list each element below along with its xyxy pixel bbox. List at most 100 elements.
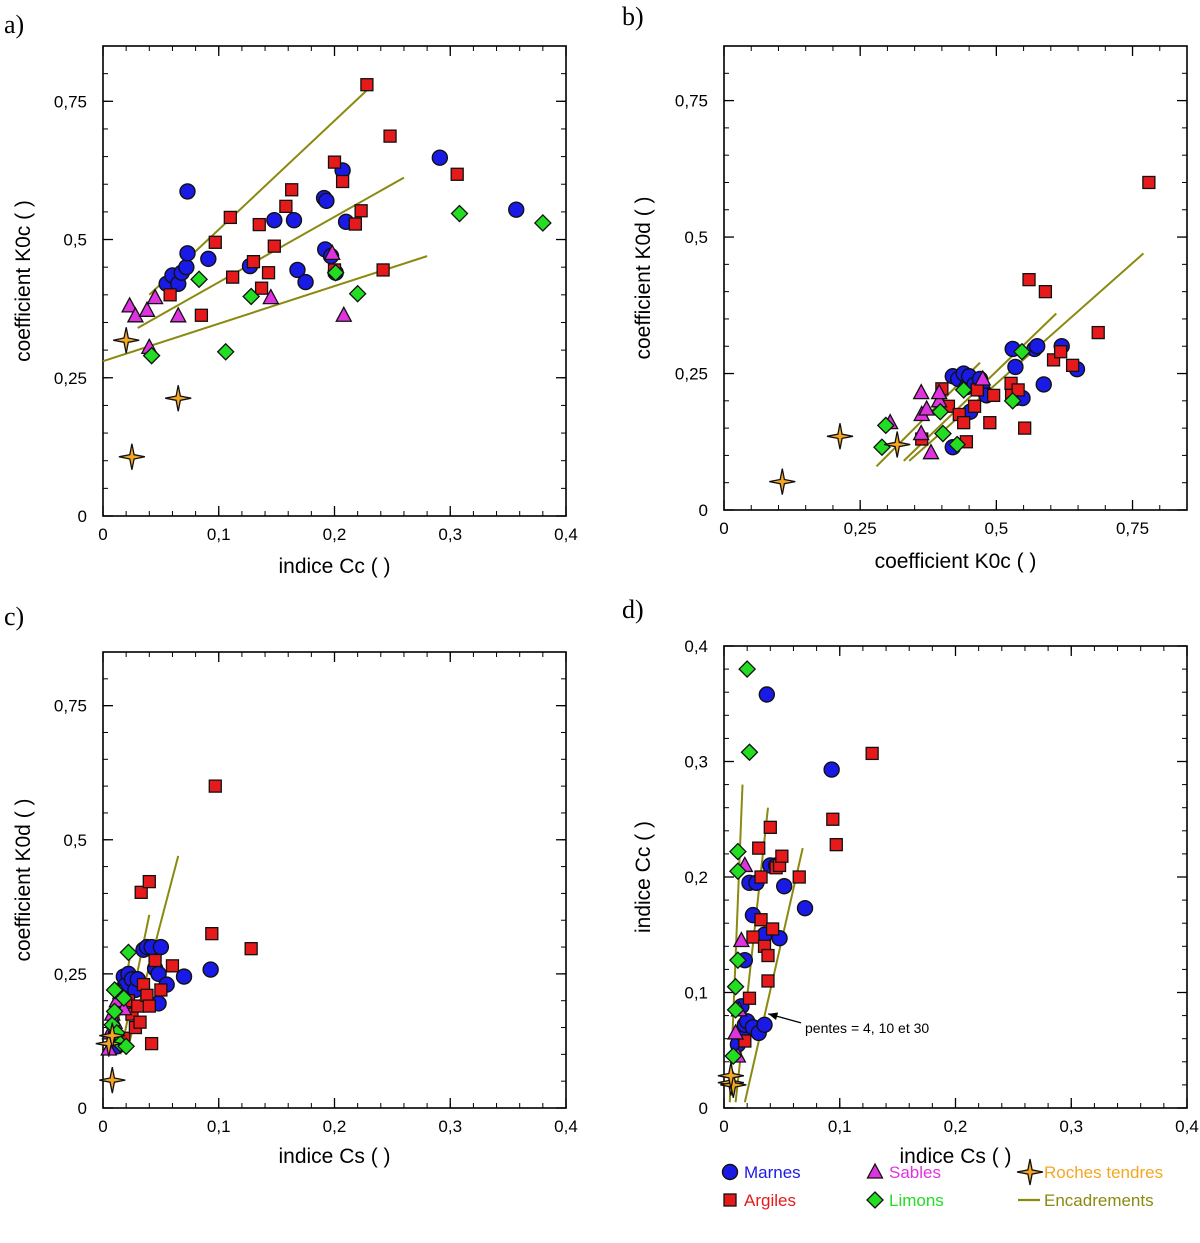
point-marnes: [285, 211, 303, 229]
x-tick-label: 0,25: [844, 519, 877, 538]
point-marnes: [152, 938, 170, 956]
point-argiles: [223, 210, 237, 225]
point-marnes: [266, 211, 283, 229]
legend-marker-argiles: [723, 1193, 737, 1207]
point-argiles: [775, 849, 789, 863]
x-tick-label: 0,1: [207, 1117, 231, 1136]
point-sables: [726, 1023, 745, 1040]
point-sables: [323, 243, 341, 261]
x-tick-label: 0: [98, 1117, 107, 1136]
point-argiles: [957, 416, 971, 430]
encadrement-line: [908, 252, 1145, 462]
annotation-text: pentes = 4, 10 et 30: [805, 1020, 929, 1036]
point-limons: [190, 270, 208, 289]
point-marnes: [823, 761, 840, 778]
point-argiles: [134, 885, 148, 899]
y-tick-label: 0,5: [63, 231, 87, 250]
panel-label: d): [622, 595, 644, 624]
legend-label-sables: Sables: [889, 1163, 941, 1182]
y-tick-label: 0: [78, 507, 87, 526]
point-argiles: [225, 270, 240, 284]
point-sables: [146, 288, 164, 305]
point-roches-tendres: [717, 1062, 745, 1089]
point-argiles: [383, 129, 397, 143]
y-tick-label: 0,75: [54, 92, 87, 111]
y-axis-title: indice Cc ( ): [632, 821, 655, 933]
x-tick-label: 0,4: [554, 1117, 578, 1136]
point-argiles: [761, 974, 775, 988]
point-limons: [242, 287, 261, 306]
x-tick-label: 0: [719, 1117, 728, 1136]
point-roches-tendres: [165, 385, 192, 412]
plot-frame: [723, 45, 1188, 511]
point-argiles: [746, 930, 760, 944]
point-roches-tendres: [113, 327, 140, 354]
point-argiles: [1038, 284, 1053, 299]
encadrement-line: [102, 255, 428, 363]
legend-entry-limons: Limons: [866, 1191, 944, 1210]
x-tick-label: 0,4: [1175, 1117, 1199, 1136]
point-roches-tendres: [95, 1030, 122, 1057]
point-argiles: [376, 263, 390, 277]
point-argiles: [450, 167, 464, 181]
point-marnes: [431, 149, 449, 166]
point-roches-tendres: [118, 443, 146, 470]
point-limons: [105, 981, 124, 999]
point-argiles: [826, 812, 840, 826]
point-argiles: [205, 926, 219, 941]
point-argiles: [279, 199, 293, 214]
legend-marker-roches-tendres: [1016, 1158, 1044, 1186]
point-argiles: [165, 959, 180, 973]
x-axis-title: coefficient K0c ( ): [875, 550, 1037, 573]
x-tick-label: 0,2: [323, 1117, 347, 1136]
point-argiles: [970, 383, 984, 397]
point-limons: [119, 943, 138, 962]
point-limons: [948, 435, 967, 454]
y-tick-label: 0,75: [54, 697, 87, 716]
x-tick-label: 0,3: [1059, 1117, 1083, 1136]
point-limons: [1013, 342, 1031, 361]
y-tick-label: 0,1: [684, 984, 708, 1003]
point-limons: [931, 402, 950, 421]
point-argiles: [752, 841, 766, 855]
point-marnes: [756, 1016, 773, 1034]
point-roches-tendres: [99, 1022, 126, 1049]
point-argiles: [142, 874, 156, 889]
point-limons: [728, 842, 747, 861]
legend-entry-marnes: Marnes: [721, 1163, 801, 1182]
point-argiles: [194, 308, 209, 322]
point-argiles: [1091, 325, 1105, 340]
point-argiles: [1011, 383, 1025, 397]
point-argiles: [792, 870, 806, 884]
legend-entry-argiles: Argiles: [723, 1191, 796, 1210]
point-argiles: [865, 746, 879, 761]
point-sables: [126, 306, 144, 323]
point-sables: [912, 383, 930, 400]
point-argiles: [208, 779, 222, 793]
point-argiles: [1053, 345, 1068, 359]
x-tick-label: 0,4: [554, 525, 578, 544]
legend-label-argiles: Argiles: [744, 1191, 796, 1210]
point-limons: [873, 438, 891, 457]
point-marnes: [175, 968, 193, 985]
point-argiles: [244, 942, 258, 956]
x-tick-label: 0,1: [207, 525, 231, 544]
y-tick-label: 0,25: [54, 369, 87, 388]
point-sables: [121, 296, 139, 313]
chart-panel-1: a) 0 0,1 0,2 0,3 0,4 0 0,25 0,5 0,75 indice Cc ( )…: [4, 10, 578, 578]
point-limons: [954, 380, 973, 399]
point-limons: [876, 416, 895, 435]
point-argiles: [761, 948, 775, 963]
x-tick-label: 0,75: [1116, 519, 1149, 538]
point-argiles: [1018, 421, 1032, 435]
point-sables: [930, 383, 948, 400]
point-roches-tendres: [720, 1071, 747, 1099]
point-limons: [728, 862, 747, 881]
point-argiles: [142, 999, 156, 1013]
legend-label-encadrements: Encadrements: [1044, 1191, 1154, 1210]
panel-label: a): [4, 10, 24, 39]
point-argiles: [261, 266, 276, 280]
point-argiles: [967, 399, 982, 413]
point-argiles: [1142, 175, 1156, 190]
x-axis-title: indice Cs ( ): [278, 1145, 390, 1168]
